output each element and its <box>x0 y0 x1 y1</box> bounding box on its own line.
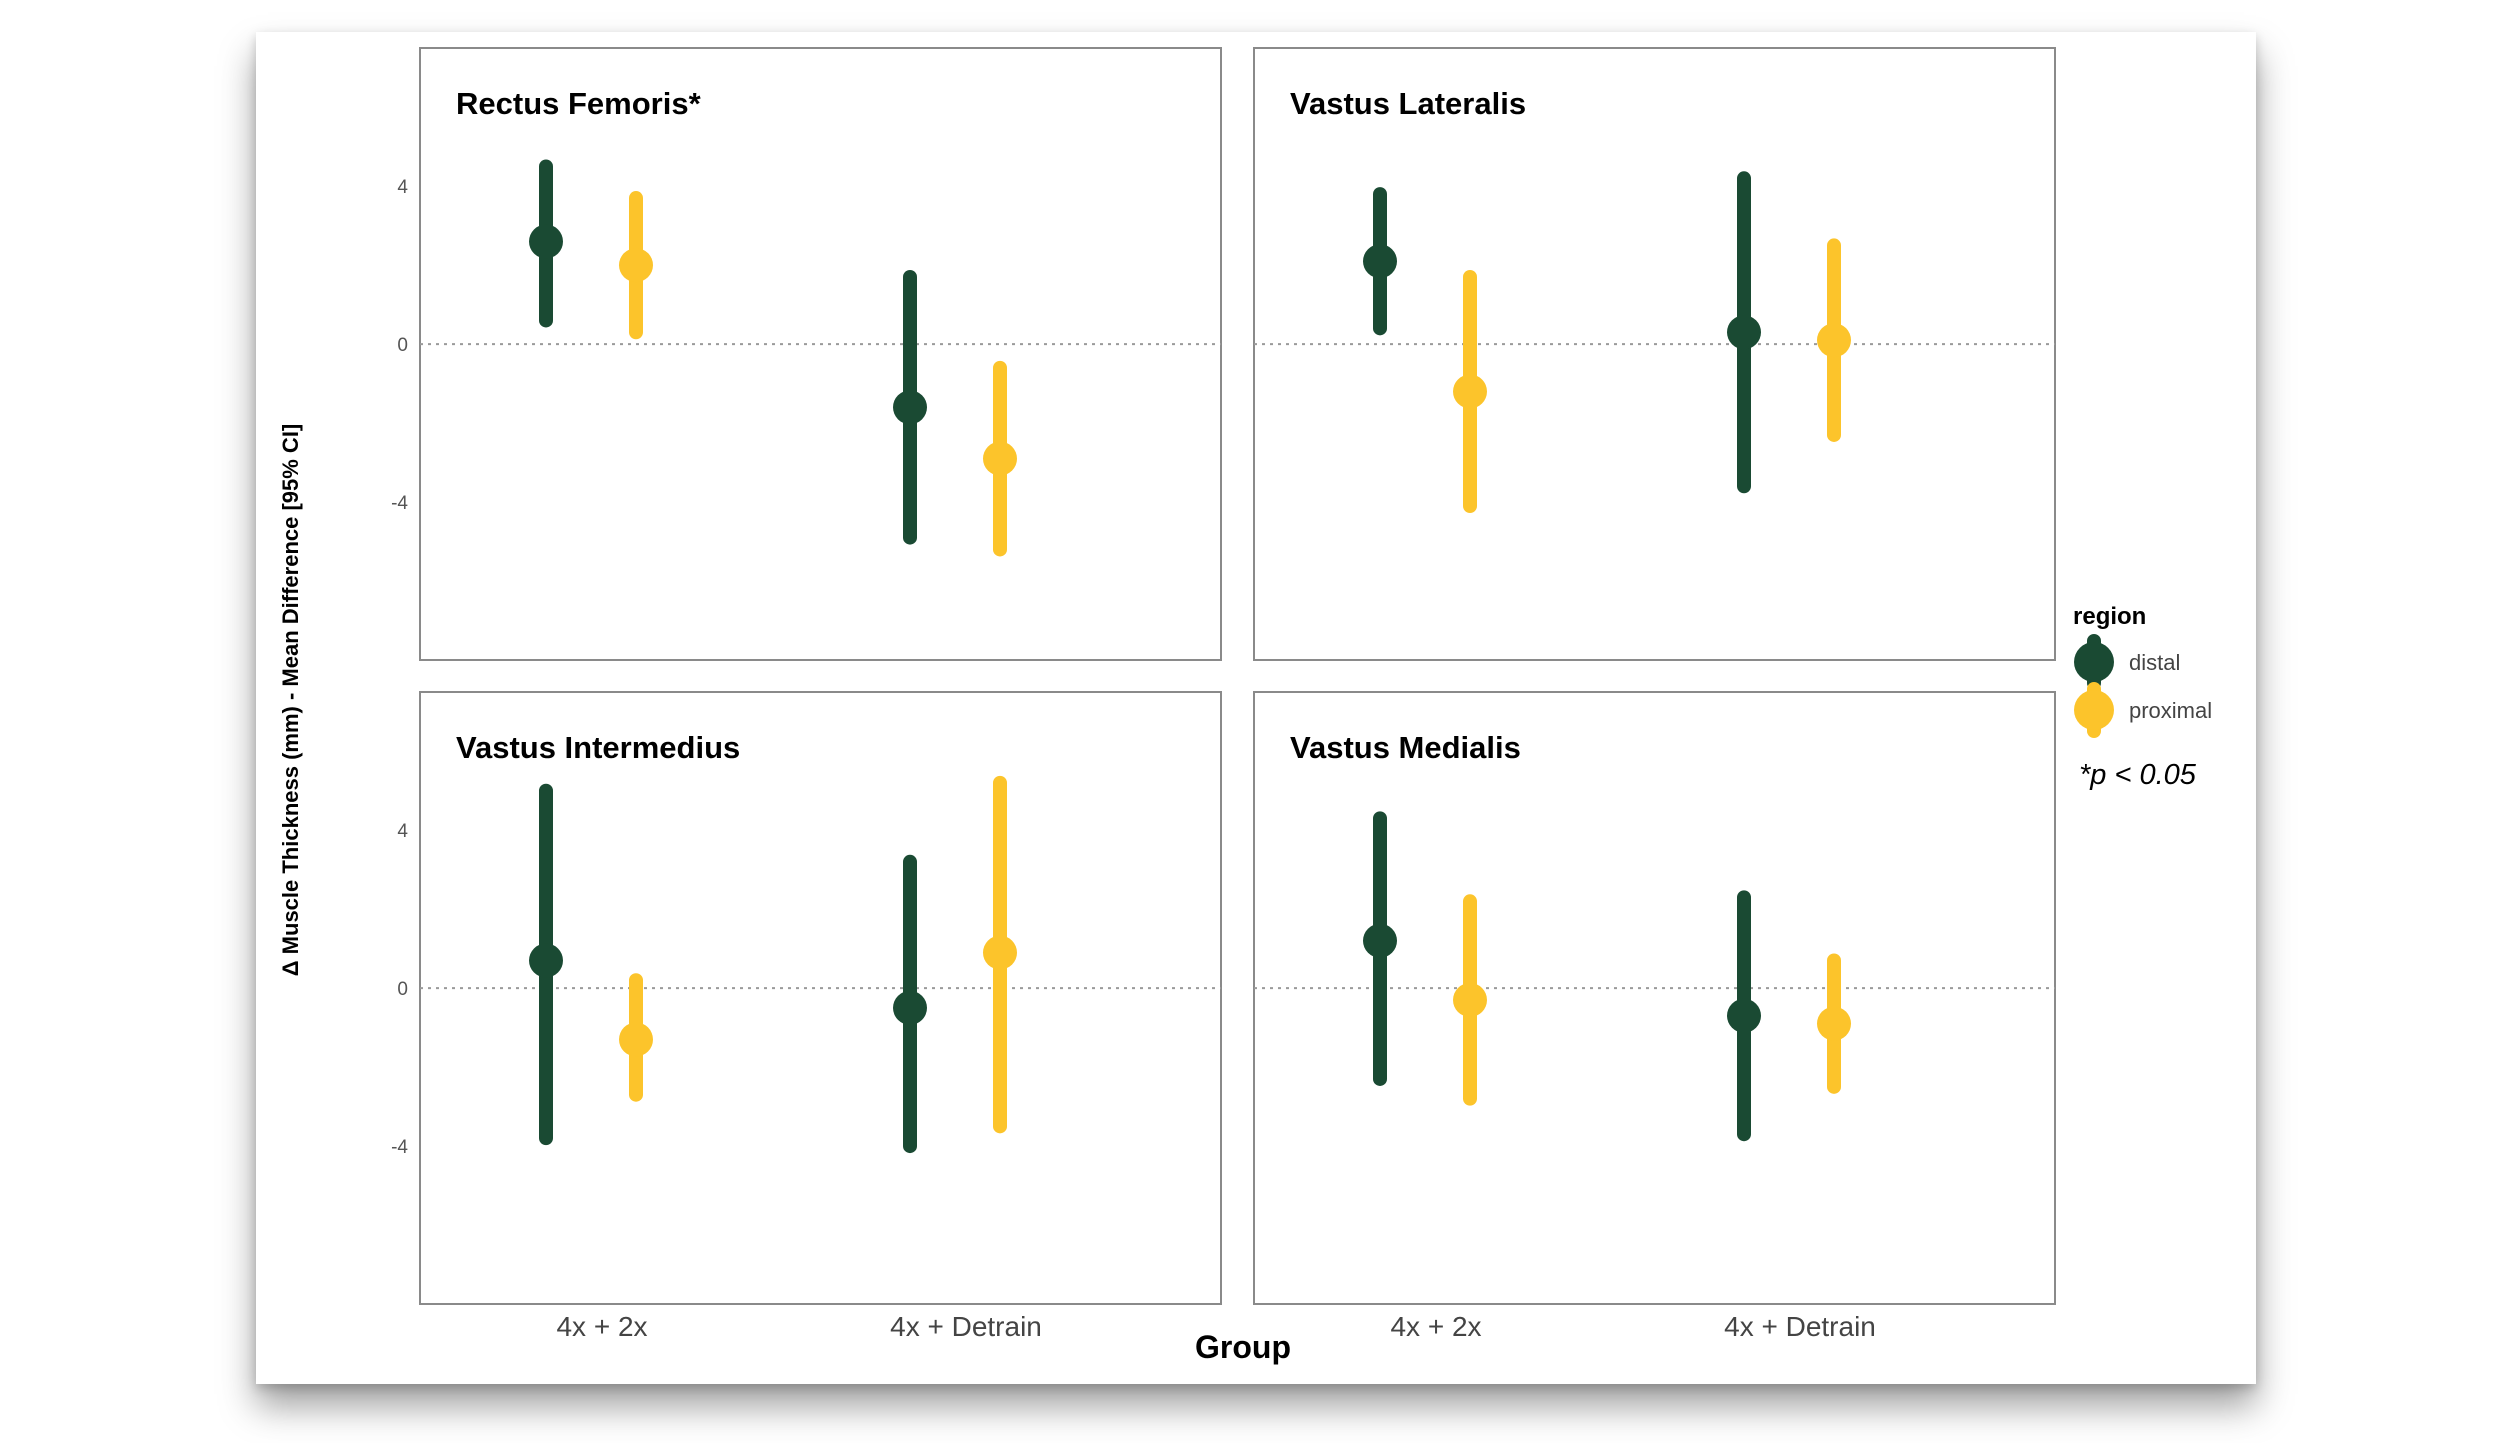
proximal-mean-point <box>1453 374 1487 409</box>
legend-title: region <box>2073 603 2146 630</box>
proximal-pointrange-4x-detrain <box>1817 953 1851 1094</box>
panel-frame <box>1253 691 2056 1305</box>
proximal-pointrange-4x-2x <box>1453 270 1487 514</box>
proximal-mean-point <box>983 441 1017 476</box>
panel-title: Vastus Medialis <box>1290 730 1521 765</box>
y-axis-label: Δ Muscle Thickness (mm) - Mean Differenc… <box>278 424 303 977</box>
y-tick-label: 0 <box>397 335 408 356</box>
y-tick-label: 4 <box>397 821 408 842</box>
legend: region distal proximal <box>2073 603 2212 738</box>
distal-mean-point <box>893 990 927 1025</box>
panel-title: Rectus Femoris* <box>456 86 702 121</box>
panel-frame <box>419 47 1222 661</box>
proximal-pointrange-4x-detrain <box>1817 238 1851 442</box>
panel-title: Vastus Lateralis <box>1290 86 1526 121</box>
panels: Rectus Femoris* 4 0 -4 Vastus Lateralis Vastu… <box>391 47 2056 1342</box>
distal-pointrange-4x-2x <box>1363 187 1397 336</box>
proximal-mean-point <box>1817 323 1851 358</box>
panel-frame <box>419 691 1222 1305</box>
distal-pointrange-4x-detrain <box>893 854 927 1154</box>
proximal-pointrange-4x-2x <box>1453 894 1487 1106</box>
distal-pointrange-4x-detrain <box>1727 171 1761 494</box>
legend-key-point <box>2074 642 2114 682</box>
proximal-mean-point <box>983 935 1017 970</box>
proximal-mean-point <box>1817 1006 1851 1041</box>
distal-mean-point <box>529 224 563 259</box>
distal-mean-point <box>1727 315 1761 350</box>
y-tick-label: -4 <box>391 1137 408 1158</box>
faceted-chart: Δ Muscle Thickness (mm) - Mean Differenc… <box>278 47 2212 1365</box>
x-tick-label: 4x + 2x <box>1390 1311 1481 1342</box>
distal-mean-point <box>1727 998 1761 1033</box>
distal-pointrange-4x-2x <box>529 783 563 1146</box>
distal-mean-point <box>893 390 927 425</box>
proximal-mean-point <box>619 1022 653 1057</box>
proximal-mean-point <box>619 248 653 283</box>
distal-mean-point <box>1363 923 1397 958</box>
proximal-pointrange-4x-2x <box>619 973 653 1102</box>
distal-pointrange-4x-detrain <box>893 270 927 545</box>
panel-vastus-intermedius: Vastus Intermedius 4 0 -4 4x + 2x 4x + Detrai… <box>391 691 1222 1342</box>
legend-key-point <box>2074 690 2114 730</box>
legend-item-distal: distal <box>2074 634 2180 690</box>
legend-label: distal <box>2129 650 2180 675</box>
x-tick-label: 4x + Detrain <box>1724 1311 1876 1342</box>
distal-pointrange-4x-detrain <box>1727 890 1761 1142</box>
proximal-pointrange-4x-detrain <box>983 775 1017 1134</box>
significance-footnote: *p < 0.05 <box>2079 759 2197 791</box>
distal-pointrange-4x-2x <box>529 159 563 328</box>
distal-mean-point <box>1363 244 1397 279</box>
panel-rectus-femoris: Rectus Femoris* 4 0 -4 <box>391 47 1222 661</box>
proximal-mean-point <box>1453 982 1487 1017</box>
proximal-pointrange-4x-detrain <box>983 360 1017 557</box>
legend-label: proximal <box>2129 698 2212 723</box>
proximal-pointrange-4x-2x <box>619 191 653 340</box>
x-axis-label: Group <box>1195 1329 1291 1365</box>
y-tick-label: 4 <box>397 177 408 198</box>
distal-pointrange-4x-2x <box>1363 811 1397 1086</box>
panel-vastus-medialis: Vastus Medialis 4x + 2x 4x + Detrain <box>1253 691 2056 1342</box>
x-tick-label: 4x + 2x <box>556 1311 647 1342</box>
distal-mean-point <box>529 943 563 978</box>
x-tick-label: 4x + Detrain <box>890 1311 1042 1342</box>
y-tick-label: 0 <box>397 979 408 1000</box>
y-tick-label: -4 <box>391 493 408 514</box>
panel-vastus-lateralis: Vastus Lateralis <box>1253 47 2056 661</box>
panel-frame <box>1253 47 2056 661</box>
panel-title: Vastus Intermedius <box>456 730 740 765</box>
figure-card: Δ Muscle Thickness (mm) - Mean Differenc… <box>256 32 2256 1384</box>
legend-item-proximal: proximal <box>2074 682 2212 738</box>
